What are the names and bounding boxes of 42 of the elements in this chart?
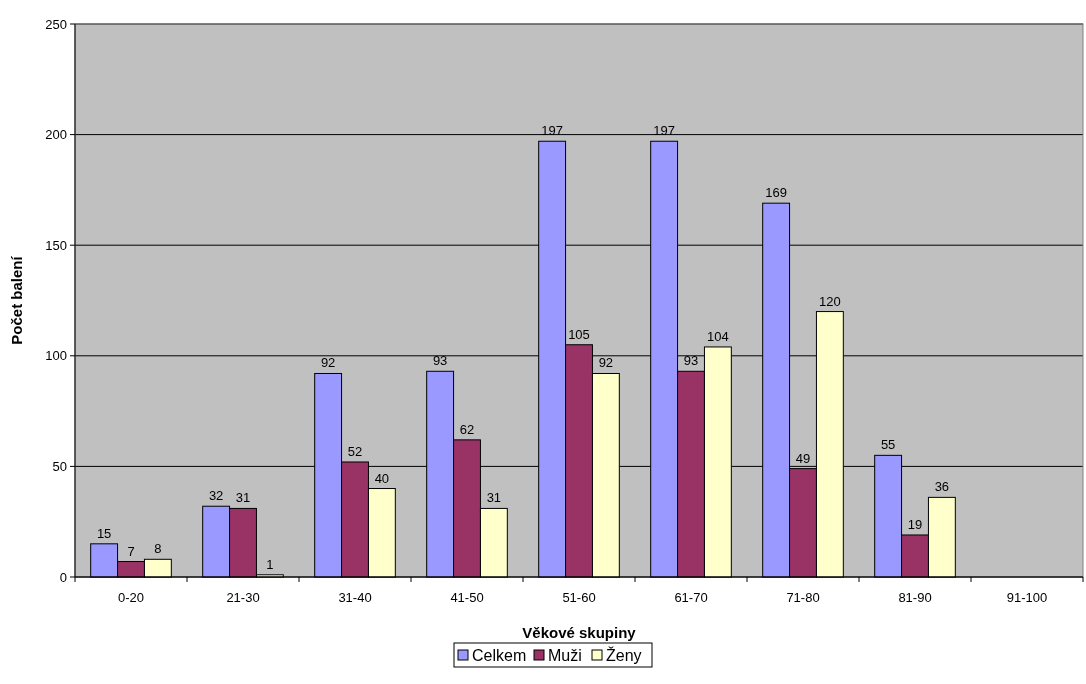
x-tick-label: 0-20: [117, 590, 145, 605]
data-label: 31: [235, 490, 251, 506]
x-tick-label: 81-90: [898, 590, 932, 605]
data-label: 49: [795, 450, 811, 466]
data-label: 36: [934, 479, 950, 495]
data-label: 93: [683, 353, 699, 369]
data-label: 62: [459, 421, 475, 437]
x-tick-label: 61-70: [674, 590, 708, 605]
data-label: 19: [907, 516, 923, 532]
data-label: 104: [707, 328, 729, 344]
x-tick-label: 71-80: [786, 590, 820, 605]
x-tick-label: 41-50: [450, 590, 484, 605]
data-label: 31: [486, 490, 502, 506]
legend-label: Ženy: [606, 645, 642, 664]
legend-label: Celkem: [472, 646, 527, 664]
x-tick-label: 31-40: [338, 590, 372, 605]
x-tick-label: 21-30: [226, 590, 260, 605]
data-label: 92: [598, 355, 614, 371]
data-label: 93: [432, 353, 448, 369]
y-tick-label: 50: [52, 458, 67, 474]
data-label: 92: [320, 355, 336, 371]
data-label: 52: [347, 443, 363, 459]
y-tick-label: 150: [45, 237, 67, 253]
data-label: 15: [96, 525, 112, 541]
y-tick-label: 0: [59, 569, 67, 585]
data-label: 40: [374, 470, 390, 486]
data-label: 32: [208, 488, 224, 504]
data-label: 1: [266, 556, 274, 572]
data-label: 8: [154, 541, 162, 557]
y-tick-label: 100: [45, 348, 67, 364]
x-tick-label: 91-100: [1006, 590, 1048, 605]
data-label: 7: [127, 543, 135, 559]
data-label: 55: [880, 437, 896, 453]
y-tick-label: 250: [45, 16, 67, 32]
data-label: 169: [765, 185, 787, 201]
legend-label: Muži: [548, 646, 582, 664]
data-label: 120: [819, 293, 841, 309]
y-tick-label: 200: [45, 127, 67, 143]
x-tick-label: 51-60: [562, 590, 596, 605]
x-axis-title: Věkové skupiny: [522, 624, 637, 641]
y-axis-title: Počet balení: [8, 255, 25, 345]
data-label: 105: [568, 326, 590, 342]
